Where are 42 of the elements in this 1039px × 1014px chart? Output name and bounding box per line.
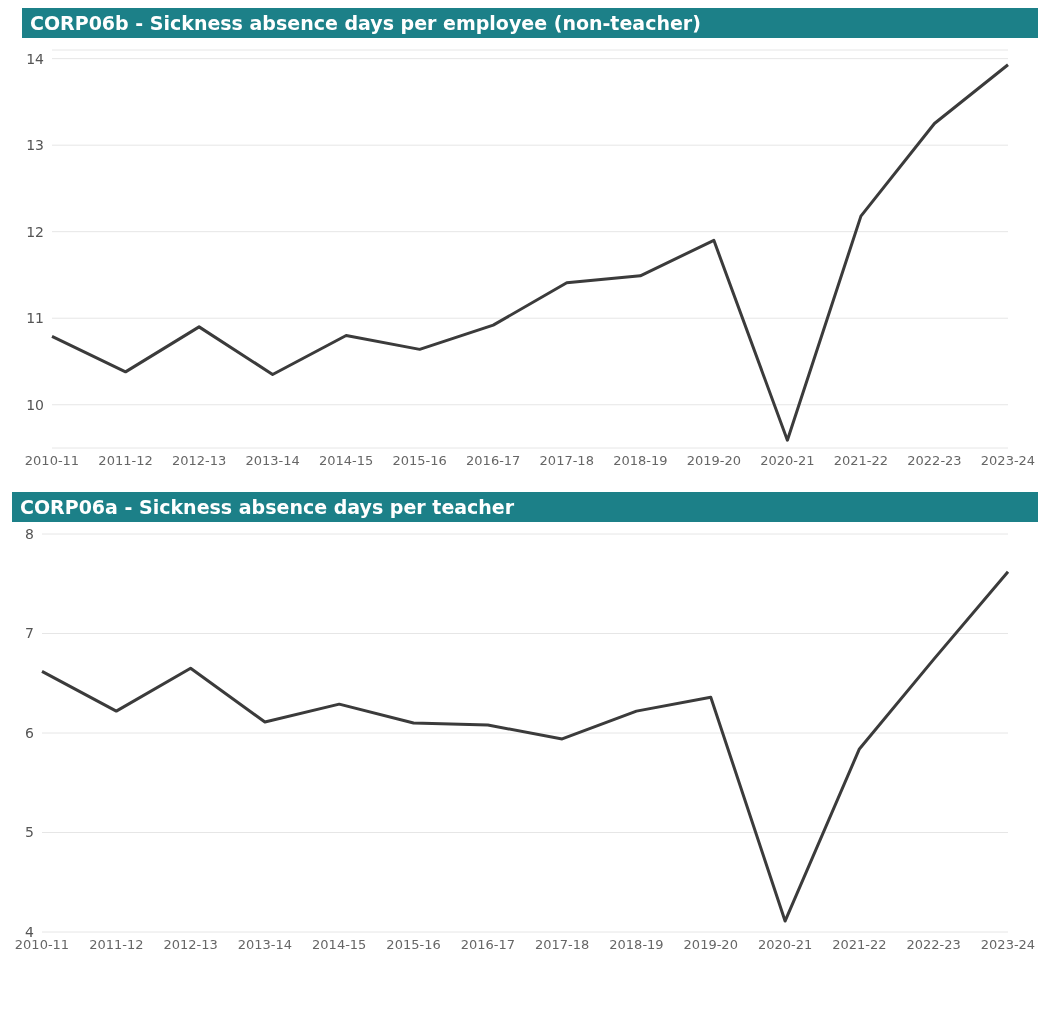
x-tick-label: 2015-16 <box>392 453 447 469</box>
x-tick-label: 2016-17 <box>460 937 516 953</box>
x-tick-label: 2021-22 <box>833 453 889 469</box>
x-tick-label: 2022-23 <box>907 453 962 469</box>
x-tick-label: 2018-19 <box>613 453 668 469</box>
x-tick-label: 2013-14 <box>237 937 293 953</box>
x-tick-label: 2014-15 <box>312 937 367 953</box>
x-tick-label: 2018-19 <box>609 937 664 953</box>
line-series <box>50 63 1010 442</box>
x-tick-label: 2020-21 <box>757 937 813 953</box>
x-tick-label: 2023-24 <box>980 453 1036 469</box>
x-tick-label: 2021-22 <box>832 937 887 953</box>
y-tick-label: 6 <box>25 724 35 741</box>
x-tick-label: 2015-16 <box>386 937 441 953</box>
x-tick-label: 2010-11 <box>24 453 80 469</box>
y-tick-label: 11 <box>26 310 44 327</box>
x-tick-label: 2016-17 <box>466 453 521 469</box>
y-tick-label: 10 <box>26 396 44 413</box>
x-tick-label: 2017-18 <box>539 453 594 469</box>
y-tick-label: 7 <box>25 625 34 642</box>
y-tick-label: 8 <box>25 525 34 542</box>
x-tick-label: 2019-20 <box>686 453 742 469</box>
chart-title: CORP06a - Sickness absence days per teacher <box>12 492 1038 522</box>
x-tick-label: 2023-24 <box>980 937 1036 953</box>
x-tick-label: 2012-13 <box>163 937 218 953</box>
y-tick-label: 12 <box>26 223 44 240</box>
x-tick-label: 2022-23 <box>906 937 961 953</box>
x-tick-label: 2012-13 <box>171 453 227 469</box>
x-tick-label: 2019-20 <box>683 937 738 953</box>
x-tick-label: 2014-15 <box>318 453 374 469</box>
x-tick-label: 2020-21 <box>760 453 815 469</box>
x-tick-label: 2017-18 <box>534 937 590 953</box>
x-tick-label: 2011-12 <box>98 453 153 469</box>
y-tick-label: 13 <box>26 137 44 154</box>
y-tick-label: 5 <box>25 824 34 841</box>
chart-title: CORP06b - Sickness absence days per employee (non-teacher) <box>22 8 1038 38</box>
y-tick-label: 14 <box>26 50 45 67</box>
x-tick-label: 2011-12 <box>89 937 144 953</box>
x-tick-label: 2010-11 <box>14 937 70 953</box>
line-series <box>40 570 1010 923</box>
y-tick-label: 4 <box>25 923 35 940</box>
x-tick-label: 2013-14 <box>245 453 300 469</box>
